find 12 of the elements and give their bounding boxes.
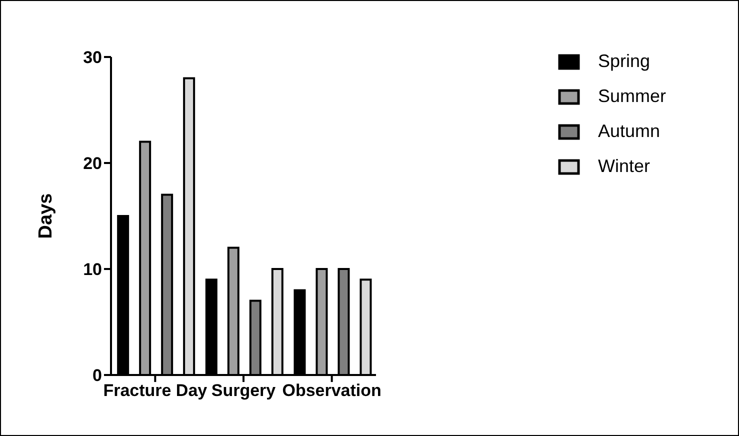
x-tick-label: Fracture Day [103, 381, 208, 400]
legend-label: Autumn [597, 121, 662, 142]
y-axis-title: Days [36, 193, 57, 239]
x-tick-label: Observation [282, 381, 382, 400]
legend-label: Spring [597, 51, 652, 72]
legend-label: Summer [597, 86, 668, 107]
y-tick-label: 20 [83, 154, 102, 174]
y-tick-label: 10 [83, 260, 102, 280]
y-tick-label: 30 [83, 48, 102, 68]
x-tick-label: Surgery [211, 381, 276, 400]
legend-label: Winter [597, 156, 652, 177]
y-tick-label: 0 [92, 366, 102, 386]
